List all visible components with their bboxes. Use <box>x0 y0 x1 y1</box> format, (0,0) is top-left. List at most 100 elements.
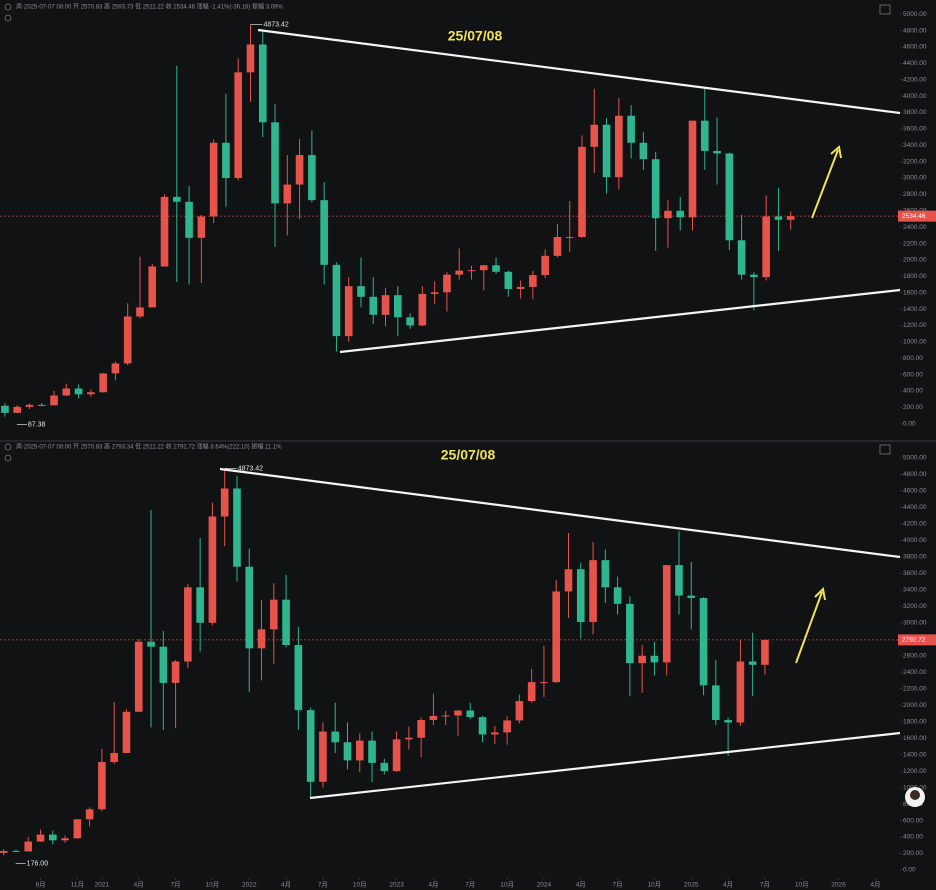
candle-body <box>197 216 206 238</box>
header-info: 周·2025-07-07 08:00 开 2570.83 高 2593.73 低… <box>16 3 283 11</box>
candle-body <box>0 850 8 853</box>
candle-body <box>613 587 622 604</box>
y-tick-label: 1000.00 <box>903 339 927 346</box>
arrow <box>795 591 823 664</box>
candle-body <box>185 201 193 238</box>
candle-body <box>368 740 376 763</box>
candle-body <box>662 565 671 663</box>
y-tick-label: 3600.00 <box>903 570 927 577</box>
price-label: 2534.46 <box>902 213 926 220</box>
chart-title: 25/07/08 <box>448 28 503 44</box>
candle-body <box>527 682 536 702</box>
y-tick-label: 2800.00 <box>903 191 927 198</box>
candle-body <box>61 838 69 841</box>
y-tick-label: 3600.00 <box>903 126 927 133</box>
candle-body <box>184 587 192 662</box>
candle-body <box>134 641 143 712</box>
y-tick-label: 2400.00 <box>903 224 927 231</box>
y-tick-label: 5000.00 <box>903 11 927 18</box>
header-info: 周·2025-07-07 08:00 开 2570.83 高 2793.34 低… <box>16 443 282 451</box>
x-tick-label: 4月 <box>428 881 438 889</box>
candle-body <box>222 142 230 179</box>
candle-body <box>357 286 365 297</box>
candle-body <box>331 731 340 743</box>
candle-body <box>173 196 181 202</box>
candle-body <box>590 124 599 147</box>
candle-body <box>62 388 71 396</box>
x-tick-label: 10月 <box>206 881 220 889</box>
candle-body <box>748 661 757 665</box>
x-tick-label: 7月 <box>171 881 181 889</box>
icon[interactable] <box>4 14 12 22</box>
candle-body <box>515 701 524 721</box>
icon[interactable] <box>4 443 12 451</box>
candle-body <box>24 841 33 852</box>
avatar-face <box>910 790 920 800</box>
candle-body <box>675 565 683 596</box>
candle-body <box>246 44 255 73</box>
y-tick-label: 4400.00 <box>903 60 927 67</box>
y-tick-label: 4200.00 <box>903 76 927 83</box>
x-tick-label: 2024 <box>537 882 552 889</box>
candle-body <box>343 742 352 761</box>
candle-body <box>257 629 266 649</box>
settings-icon[interactable] <box>879 444 891 455</box>
candle-body <box>601 560 610 588</box>
price-label-box <box>898 210 936 222</box>
candle-body <box>392 739 401 772</box>
candle-body <box>699 598 708 686</box>
arrow-head <box>814 586 826 601</box>
candle-body <box>725 153 734 241</box>
y-tick-label: 3400.00 <box>903 142 927 149</box>
candle-body <box>417 720 425 738</box>
price-label-box <box>898 634 936 646</box>
settings-icon[interactable] <box>879 4 891 15</box>
candle-body <box>724 720 732 723</box>
candle-body <box>122 711 131 753</box>
candle-body <box>258 44 267 123</box>
candle-body <box>271 122 279 204</box>
candle-body <box>454 710 462 716</box>
y-tick-label: 4000.00 <box>903 93 927 100</box>
candle-body <box>576 569 585 622</box>
candle-body <box>123 316 132 364</box>
candle-body <box>553 236 562 256</box>
candle-body <box>295 155 304 185</box>
x-tick-label: 7月 <box>318 881 328 889</box>
candle-body <box>688 120 697 218</box>
candle-body <box>479 265 488 271</box>
candle-body <box>110 752 118 763</box>
candle-body <box>650 655 659 663</box>
candle-body <box>98 762 106 810</box>
y-tick-label: 0.00 <box>903 867 916 874</box>
candle-body <box>332 264 341 337</box>
candle-body <box>13 406 21 413</box>
candle-body <box>615 115 623 178</box>
candle-body <box>638 655 646 664</box>
candle-body <box>1 405 9 413</box>
candle-body <box>737 240 746 275</box>
y-tick-label: 1200.00 <box>903 322 927 329</box>
candle-body <box>85 809 94 820</box>
y-tick-label: 4000.00 <box>903 537 927 544</box>
icon[interactable] <box>4 3 12 11</box>
candle-body <box>687 595 696 599</box>
y-tick-label: 400.00 <box>903 834 923 841</box>
candle-body <box>406 317 414 326</box>
candle-body <box>294 645 303 711</box>
icon[interactable] <box>4 454 12 462</box>
y-tick-label: 400.00 <box>903 388 923 395</box>
y-tick-label: 4400.00 <box>903 504 927 511</box>
candle-body <box>160 196 169 267</box>
y-tick-label: 2000.00 <box>903 257 927 264</box>
candle-body <box>344 286 353 337</box>
y-tick-label: 4200.00 <box>903 521 927 528</box>
y-tick-label: 3000.00 <box>903 620 927 627</box>
candle-body <box>320 200 328 265</box>
high-label: 4873.42 <box>263 21 288 28</box>
y-tick-label: 2000.00 <box>903 702 927 709</box>
y-tick-label: 600.00 <box>903 817 923 824</box>
high-label: 4873.42 <box>238 465 263 472</box>
y-tick-label: 200.00 <box>903 850 923 857</box>
